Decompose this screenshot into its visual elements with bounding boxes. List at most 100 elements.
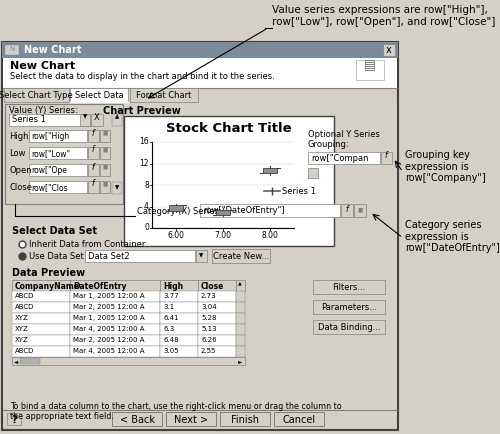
Bar — [70, 346, 160, 357]
Text: Series 1: Series 1 — [12, 115, 46, 124]
Bar — [308, 152, 380, 164]
Bar — [356, 60, 384, 80]
Text: XYZ: XYZ — [15, 326, 29, 332]
Text: Inherit Data from Container: Inherit Data from Container — [29, 240, 146, 249]
Text: Series 1: Series 1 — [282, 187, 316, 196]
Text: row["Low"], row["Open"], and row["Close"]: row["Low"], row["Open"], and row["Close"… — [272, 17, 496, 27]
Text: Next >: Next > — [174, 415, 208, 425]
Text: XYZ: XYZ — [15, 315, 29, 321]
Bar — [313, 300, 385, 314]
Bar — [4, 88, 69, 102]
Bar — [313, 280, 385, 294]
Bar — [198, 324, 236, 335]
Bar — [9, 114, 89, 126]
Text: ABCD: ABCD — [15, 293, 34, 299]
Text: Close: Close — [201, 282, 224, 291]
Text: New Chart: New Chart — [10, 61, 75, 71]
Bar — [100, 130, 110, 142]
Bar — [70, 280, 160, 291]
Bar — [313, 320, 385, 334]
Bar — [264, 168, 278, 173]
Bar — [160, 313, 198, 324]
Text: Finish: Finish — [231, 415, 259, 425]
Text: Optional Y Series: Optional Y Series — [308, 130, 380, 139]
Text: 6.3: 6.3 — [163, 326, 174, 332]
Bar — [88, 181, 99, 193]
Bar — [29, 147, 87, 159]
Bar — [12, 357, 245, 365]
Bar — [12, 291, 70, 302]
Text: 3.05: 3.05 — [163, 348, 178, 354]
Text: 3.04: 3.04 — [201, 304, 216, 310]
Bar — [12, 346, 70, 357]
Text: 5.28: 5.28 — [201, 315, 216, 321]
Bar — [3, 58, 397, 88]
Text: Select Chart Type: Select Chart Type — [0, 91, 73, 100]
Text: To bind a data column to the chart, use the right-click menu or drag the column : To bind a data column to the chart, use … — [10, 402, 342, 421]
Text: 6.48: 6.48 — [163, 337, 178, 343]
Bar — [236, 346, 245, 357]
Text: row["Clos: row["Clos — [31, 183, 68, 192]
Text: Mar 4, 2005 12:00 A: Mar 4, 2005 12:00 A — [73, 348, 144, 354]
Bar — [220, 412, 270, 426]
Bar — [112, 182, 122, 194]
Text: Value series expressions are row["High"],: Value series expressions are row["High"]… — [272, 5, 488, 15]
Bar — [12, 313, 70, 324]
Bar — [85, 250, 195, 262]
Text: x: x — [386, 45, 392, 55]
Text: < Back: < Back — [120, 415, 154, 425]
Text: ABCD: ABCD — [15, 304, 34, 310]
Text: Cancel: Cancel — [282, 415, 316, 425]
Text: 8: 8 — [144, 181, 149, 190]
Text: Data Preview: Data Preview — [12, 268, 85, 278]
Text: Data Binding...: Data Binding... — [318, 323, 380, 332]
Text: 2.55: 2.55 — [201, 348, 216, 354]
Text: Mar 2, 2005 12:00 A: Mar 2, 2005 12:00 A — [73, 304, 144, 310]
Text: Grouping key
expression is
row["Company"]: Grouping key expression is row["Company"… — [405, 150, 486, 183]
Text: ▼: ▼ — [199, 253, 203, 259]
Bar — [308, 168, 318, 178]
Bar — [100, 147, 110, 159]
Bar — [2, 42, 398, 430]
Bar — [2, 42, 398, 58]
Bar — [88, 130, 99, 142]
Bar — [29, 164, 87, 176]
Bar — [236, 313, 245, 324]
Bar — [70, 88, 128, 102]
Text: ■: ■ — [102, 181, 108, 187]
Text: Low: Low — [9, 149, 26, 158]
Bar — [12, 302, 70, 313]
Bar — [112, 114, 122, 126]
Bar — [70, 324, 160, 335]
Bar — [160, 280, 198, 291]
Text: Category series
expression is
row["DateOfEntry"]: Category series expression is row["DateO… — [405, 220, 500, 253]
Bar — [3, 102, 397, 416]
Text: Filters...: Filters... — [332, 283, 366, 292]
Text: Use Data Set: Use Data Set — [29, 252, 84, 261]
Bar — [198, 346, 236, 357]
Text: 5.13: 5.13 — [201, 326, 216, 332]
Text: X: X — [94, 112, 100, 122]
Bar — [198, 291, 236, 302]
Bar — [236, 291, 245, 302]
Bar — [160, 302, 198, 313]
Bar — [198, 302, 236, 313]
Text: Grouping:: Grouping: — [308, 140, 350, 149]
Text: ■: ■ — [358, 207, 362, 213]
Bar — [354, 204, 366, 217]
Bar — [29, 181, 87, 193]
Text: f: f — [92, 162, 94, 171]
Text: 3.1: 3.1 — [163, 304, 174, 310]
Bar — [236, 324, 245, 335]
Bar — [70, 313, 160, 324]
Text: ◄: ◄ — [14, 359, 18, 364]
Text: f: f — [92, 128, 94, 138]
Bar — [112, 412, 162, 426]
Text: Format Chart: Format Chart — [136, 91, 192, 100]
Bar — [341, 204, 353, 217]
Bar — [80, 114, 90, 126]
Bar — [7, 413, 21, 425]
Text: Open: Open — [9, 166, 32, 175]
Text: Close: Close — [9, 183, 32, 192]
Text: Select the data to display in the chart and bind it to the series.: Select the data to display in the chart … — [10, 72, 275, 81]
